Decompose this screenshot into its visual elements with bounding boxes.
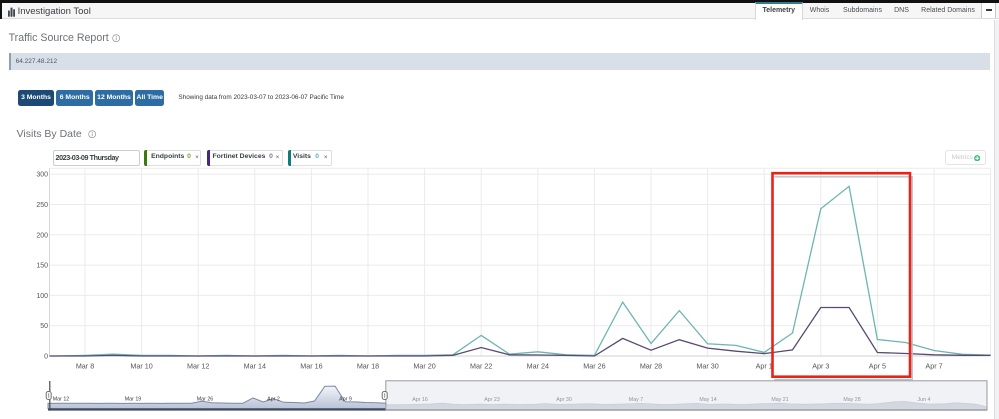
svg-text:Mar 12: Mar 12 <box>53 397 70 403</box>
svg-text:150: 150 <box>36 263 48 270</box>
svg-text:Jun 4: Jun 4 <box>918 397 931 403</box>
svg-text:Mar 12: Mar 12 <box>187 362 209 371</box>
svg-text:Apr 16: Apr 16 <box>412 397 428 403</box>
svg-text:Mar 16: Mar 16 <box>300 362 322 371</box>
svg-text:50: 50 <box>40 323 48 330</box>
svg-text:Apr 2: Apr 2 <box>267 397 280 403</box>
svg-text:300: 300 <box>36 172 48 179</box>
svg-text:Mar 10: Mar 10 <box>130 362 152 371</box>
svg-text:Apr 30: Apr 30 <box>556 397 572 403</box>
svg-text:Mar 14: Mar 14 <box>244 362 266 371</box>
svg-text:100: 100 <box>36 293 48 300</box>
svg-text:May 7: May 7 <box>629 397 643 403</box>
svg-text:Apr 5: Apr 5 <box>869 362 886 371</box>
svg-text:May 28: May 28 <box>843 397 860 403</box>
svg-text:Mar 26: Mar 26 <box>583 362 605 371</box>
svg-text:Mar 22: Mar 22 <box>470 362 492 371</box>
svg-text:250: 250 <box>36 202 48 209</box>
svg-text:May 14: May 14 <box>699 397 716 403</box>
svg-text:Apr 23: Apr 23 <box>484 397 500 403</box>
svg-text:Mar 26: Mar 26 <box>197 397 214 403</box>
svg-text:Apr 1: Apr 1 <box>756 362 773 371</box>
svg-text:Mar 20: Mar 20 <box>413 362 435 371</box>
svg-text:Mar 24: Mar 24 <box>527 362 549 371</box>
svg-text:Apr 3: Apr 3 <box>812 362 829 371</box>
svg-text:Apr 9: Apr 9 <box>339 397 352 403</box>
svg-text:Mar 30: Mar 30 <box>696 362 718 371</box>
svg-text:200: 200 <box>36 232 48 239</box>
svg-text:0: 0 <box>44 354 48 361</box>
svg-text:Mar 19: Mar 19 <box>125 397 142 403</box>
svg-text:Apr 7: Apr 7 <box>925 362 942 371</box>
svg-text:Mar 8: Mar 8 <box>76 362 94 371</box>
svg-text:Mar 28: Mar 28 <box>640 362 662 371</box>
svg-text:Mar 18: Mar 18 <box>357 362 379 371</box>
svg-text:May 21: May 21 <box>771 397 788 403</box>
